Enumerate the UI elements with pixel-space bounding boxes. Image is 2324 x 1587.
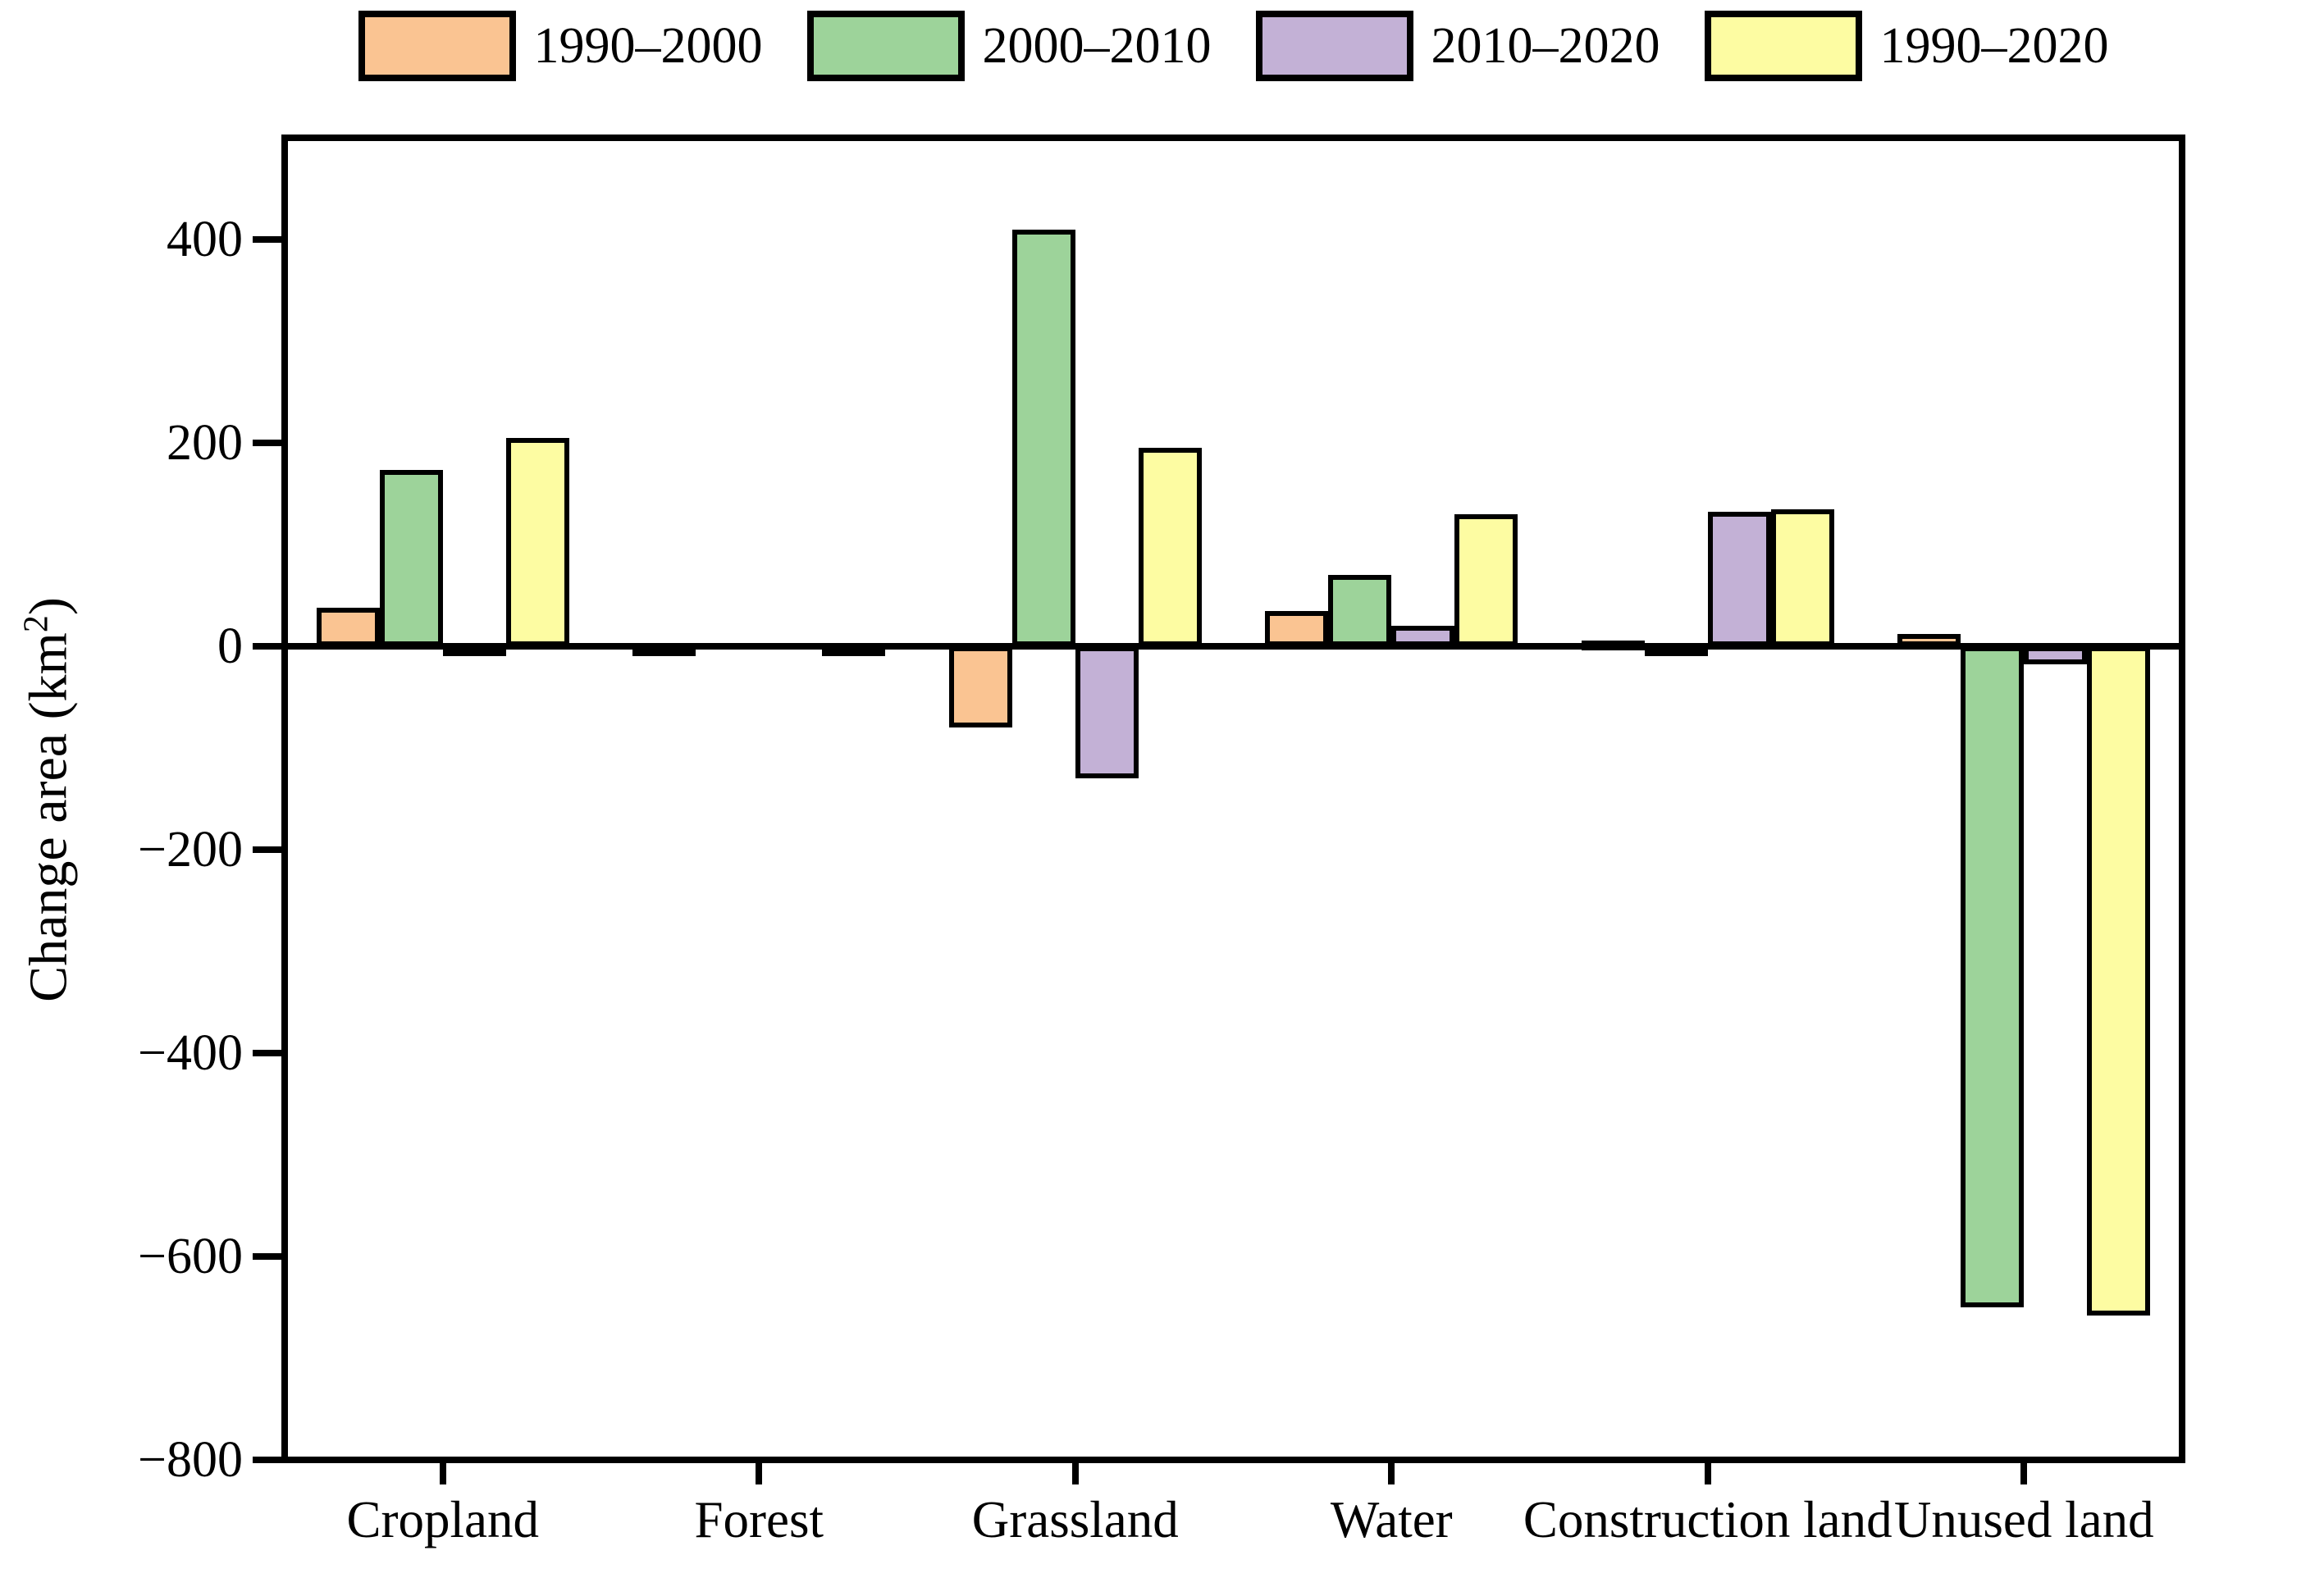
bar-water-2010-2020 xyxy=(1391,626,1455,646)
legend-swatch xyxy=(806,11,965,81)
bar-water-1990-2000 xyxy=(1265,610,1329,646)
legend-label: 2010–2020 xyxy=(1431,18,1660,74)
legend-swatch xyxy=(358,11,516,81)
y-tick-label: −600 xyxy=(138,1229,243,1284)
x-axis-tick xyxy=(439,1463,446,1484)
category-label-grassland: Grassland xyxy=(971,1491,1179,1548)
bar-forest-1990-2020 xyxy=(822,646,886,657)
legend-label: 1990–2000 xyxy=(533,18,763,74)
bar-grassland-2000-2010 xyxy=(1011,229,1075,646)
x-axis-tick xyxy=(756,1463,763,1484)
bar-cropland-2010-2020 xyxy=(442,646,506,656)
bar-construction-land-2010-2020 xyxy=(1707,512,1771,646)
bar-unused-land-2000-2010 xyxy=(1961,646,2025,1307)
y-tick-label: 400 xyxy=(167,212,243,267)
y-axis-tick xyxy=(253,1253,281,1260)
bar-grassland-2010-2020 xyxy=(1075,646,1139,779)
legend-label: 1990–2020 xyxy=(1879,18,2109,74)
legend-swatch xyxy=(1704,11,1862,81)
bar-water-1990-2020 xyxy=(1454,513,1518,646)
x-axis-tick xyxy=(1388,1463,1395,1484)
y-tick-label: −200 xyxy=(138,822,243,878)
legend-label: 2000–2010 xyxy=(982,18,1212,74)
bar-construction-land-1990-2000 xyxy=(1581,640,1645,650)
category-label-cropland: Cropland xyxy=(346,1491,539,1548)
y-tick-label: −800 xyxy=(138,1432,243,1488)
category-label-construction-land: Construction land xyxy=(1523,1491,1893,1548)
category-label-unused-land: Unused land xyxy=(1893,1491,2154,1548)
chart-legend: 1990–2000 2000–2010 2010–2020 1990–2020 xyxy=(285,7,2182,85)
y-axis-tick xyxy=(253,440,281,446)
y-axis-tick xyxy=(253,236,281,243)
bar-unused-land-1990-2000 xyxy=(1897,634,1961,646)
y-tick-label: 0 xyxy=(217,618,243,674)
y-axis-tick xyxy=(253,643,281,650)
bar-cropland-1990-2000 xyxy=(316,607,380,646)
bar-unused-land-1990-2020 xyxy=(2087,646,2151,1316)
y-axis-tick xyxy=(253,1050,281,1056)
legend-item: 2000–2010 xyxy=(806,11,1212,81)
legend-swatch xyxy=(1255,11,1413,81)
bar-construction-land-2000-2010 xyxy=(1644,646,1708,656)
y-tick-label: −400 xyxy=(138,1025,243,1081)
x-axis-tick xyxy=(1071,1463,1079,1484)
zero-baseline xyxy=(285,643,2182,650)
bar-cropland-2000-2010 xyxy=(379,470,443,646)
bar-unused-land-2010-2020 xyxy=(2024,646,2088,665)
y-tick-label: 200 xyxy=(167,415,243,471)
legend-item: 1990–2000 xyxy=(358,11,763,81)
x-axis-tick xyxy=(1704,1463,1711,1484)
category-label-water: Water xyxy=(1330,1491,1453,1548)
x-axis-tick xyxy=(2020,1463,2028,1484)
bar-grassland-1990-2000 xyxy=(948,646,1012,728)
legend-item: 2010–2020 xyxy=(1255,11,1660,81)
bar-water-2000-2010 xyxy=(1328,575,1392,646)
legend-item: 1990–2020 xyxy=(1704,11,2109,81)
bar-forest-1990-2000 xyxy=(632,646,696,657)
bar-construction-land-1990-2020 xyxy=(1770,508,1834,646)
y-axis-tick xyxy=(253,846,281,853)
bar-grassland-1990-2020 xyxy=(1138,448,1202,646)
bar-cropland-1990-2020 xyxy=(505,437,569,646)
category-label-forest: Forest xyxy=(694,1491,824,1548)
y-axis-tick xyxy=(253,1457,281,1463)
